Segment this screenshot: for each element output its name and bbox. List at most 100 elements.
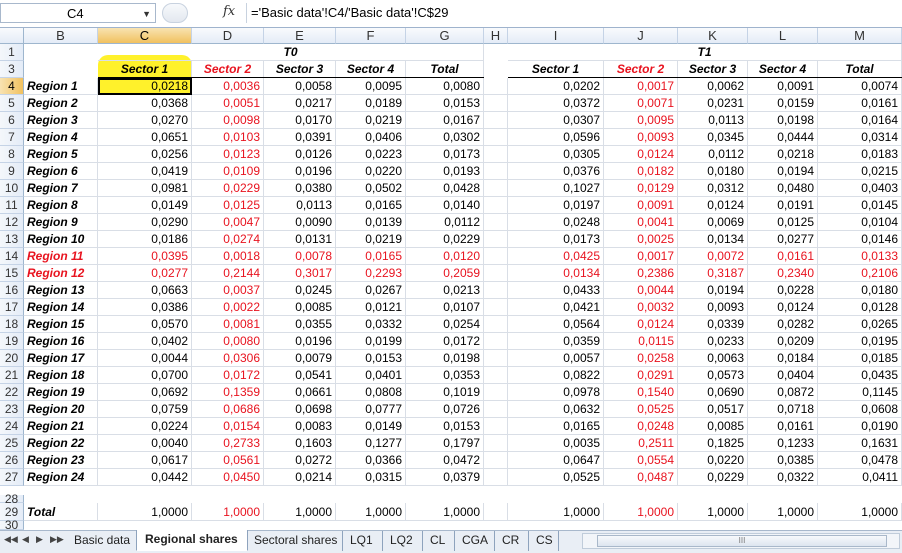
t0-cell-sector-3[interactable]: 0,0391 — [264, 129, 336, 146]
t1-cell-sector-5[interactable]: 0,0435 — [818, 367, 902, 384]
t0-cell-sector-3[interactable]: 0,0272 — [264, 452, 336, 469]
t0-cell-sector-2[interactable]: 0,0103 — [192, 129, 264, 146]
insert-function-icon[interactable]: fx — [223, 4, 236, 19]
t0-cell-sector-4[interactable]: 0,0189 — [336, 95, 406, 112]
t0-cell-sector-1[interactable]: 0,0981 — [98, 180, 192, 197]
t0-cell-sector-5[interactable]: 0,1019 — [406, 384, 484, 401]
row-header-2[interactable] — [0, 60, 24, 61]
t1-cell-sector-4[interactable]: 0,0198 — [748, 112, 818, 129]
t0-cell-sector-2[interactable]: 0,0080 — [192, 333, 264, 350]
t0-cell-sector-1[interactable]: 0,0617 — [98, 452, 192, 469]
t0-cell-sector-4[interactable]: 0,0165 — [336, 197, 406, 214]
t0-cell-sector-5[interactable]: 0,0254 — [406, 316, 484, 333]
t1-cell-sector-5[interactable]: 0,0164 — [818, 112, 902, 129]
column-header-d[interactable]: D — [192, 28, 264, 44]
t0-cell-sector-4[interactable]: 0,0502 — [336, 180, 406, 197]
sheet-tab-lq1[interactable]: LQ1 — [342, 531, 383, 551]
t1-cell-sector-3[interactable]: 0,0345 — [678, 129, 748, 146]
t1-cell-sector-2[interactable]: 0,0554 — [604, 452, 678, 469]
row-header-21[interactable]: 21 — [0, 367, 24, 384]
t1-cell-sector-4[interactable]: 0,0218 — [748, 146, 818, 163]
t1-cell-sector-3[interactable]: 0,0517 — [678, 401, 748, 418]
column-header-j[interactable]: J — [604, 28, 678, 44]
t1-cell-sector-2[interactable]: 0,0095 — [604, 112, 678, 129]
t1-cell-sector-5[interactable]: 0,0146 — [818, 231, 902, 248]
spacer-cell-h[interactable] — [484, 180, 508, 197]
spacer-cell-h[interactable] — [484, 418, 508, 435]
t1-cell-sector-3[interactable]: 0,0063 — [678, 350, 748, 367]
sheet-tab-regional-shares[interactable]: Regional shares — [136, 530, 248, 551]
select-all-corner[interactable] — [0, 28, 24, 44]
t0-cell-sector-5[interactable]: 0,0379 — [406, 469, 484, 486]
column-header-i[interactable]: I — [508, 28, 604, 44]
t1-cell-sector-1[interactable]: 0,0359 — [508, 333, 604, 350]
t0-cell-sector-2[interactable]: 0,0686 — [192, 401, 264, 418]
t0-cell-sector-3[interactable]: 0,0541 — [264, 367, 336, 384]
t0-cell-sector-1[interactable]: 0,0419 — [98, 163, 192, 180]
t0-cell-sector-1[interactable]: 0,0700 — [98, 367, 192, 384]
t1-cell-sector-2[interactable]: 1,0000 — [604, 503, 678, 521]
row-header-16[interactable]: 16 — [0, 282, 24, 299]
t0-cell-sector-4[interactable]: 0,0199 — [336, 333, 406, 350]
t1-cell-sector-5[interactable]: 0,1631 — [818, 435, 902, 452]
next-sheet-icon[interactable]: ▶ — [36, 534, 43, 544]
t0-cell-sector-5[interactable]: 0,0198 — [406, 350, 484, 367]
t0-cell-sector-3[interactable]: 0,0245 — [264, 282, 336, 299]
row-header-15[interactable]: 15 — [0, 265, 24, 282]
t0-cell-sector-4[interactable]: 0,0153 — [336, 350, 406, 367]
sheet-tab-cr[interactable]: CR — [494, 531, 529, 551]
column-header-b[interactable]: B — [24, 28, 98, 44]
t0-cell-sector-4[interactable]: 0,0223 — [336, 146, 406, 163]
t1-cell-sector-4[interactable]: 0,0159 — [748, 95, 818, 112]
t0-cell-sector-1[interactable]: 0,0044 — [98, 350, 192, 367]
horizontal-scrollbar[interactable]: III — [582, 533, 900, 549]
t0-cell-sector-1[interactable]: 0,0277 — [98, 265, 192, 282]
row-header-27[interactable]: 27 — [0, 469, 24, 486]
t0-cell-sector-2[interactable]: 0,2144 — [192, 265, 264, 282]
t1-cell-sector-5[interactable]: 0,2106 — [818, 265, 902, 282]
t0-cell-sector-2[interactable]: 0,0036 — [192, 78, 264, 95]
t1-cell-sector-5[interactable]: 0,0185 — [818, 350, 902, 367]
column-header-l[interactable]: L — [748, 28, 818, 44]
spacer-cell-h[interactable] — [484, 469, 508, 486]
t0-cell-sector-1[interactable]: 0,0270 — [98, 112, 192, 129]
t0-cell-sector-3[interactable]: 0,0090 — [264, 214, 336, 231]
t1-cell-sector-3[interactable]: 0,1825 — [678, 435, 748, 452]
t1-cell-sector-5[interactable]: 1,0000 — [818, 503, 902, 521]
t1-cell-sector-4[interactable]: 0,0385 — [748, 452, 818, 469]
t0-cell-sector-5[interactable]: 0,0112 — [406, 214, 484, 231]
spacer-cell-h[interactable] — [484, 367, 508, 384]
spacer-cell-h[interactable] — [484, 282, 508, 299]
t1-cell-sector-1[interactable]: 0,0202 — [508, 78, 604, 95]
t0-cell-sector-5[interactable]: 0,0173 — [406, 146, 484, 163]
t0-cell-sector-5[interactable]: 0,2059 — [406, 265, 484, 282]
t0-cell-sector-3[interactable]: 0,0217 — [264, 95, 336, 112]
t0-cell-sector-1[interactable]: 0,0570 — [98, 316, 192, 333]
t1-cell-sector-3[interactable]: 0,0113 — [678, 112, 748, 129]
column-header-c[interactable]: C — [98, 28, 192, 44]
row-header-9[interactable]: 9 — [0, 163, 24, 180]
row-header-5[interactable]: 5 — [0, 95, 24, 112]
t1-cell-sector-4[interactable]: 0,0161 — [748, 248, 818, 265]
t0-cell-sector-3[interactable]: 0,0058 — [264, 78, 336, 95]
row-header-22[interactable]: 22 — [0, 384, 24, 401]
sheet-tab-sectoral-shares[interactable]: Sectoral shares — [246, 531, 343, 551]
column-header-h[interactable]: H — [484, 28, 508, 44]
t1-cell-sector-5[interactable]: 0,0195 — [818, 333, 902, 350]
t1-cell-sector-4[interactable]: 0,0124 — [748, 299, 818, 316]
t0-cell-sector-5[interactable]: 0,0140 — [406, 197, 484, 214]
t1-cell-sector-2[interactable]: 0,0124 — [604, 146, 678, 163]
t1-cell-sector-2[interactable]: 0,0129 — [604, 180, 678, 197]
t1-cell-sector-5[interactable]: 0,0133 — [818, 248, 902, 265]
t1-cell-sector-5[interactable]: 0,0074 — [818, 78, 902, 95]
t0-cell-sector-2[interactable]: 0,0018 — [192, 248, 264, 265]
t0-cell-sector-4[interactable]: 0,0220 — [336, 163, 406, 180]
t0-cell-sector-5[interactable]: 0,0153 — [406, 418, 484, 435]
t0-cell-sector-5[interactable]: 0,0472 — [406, 452, 484, 469]
t1-cell-sector-4[interactable]: 0,0184 — [748, 350, 818, 367]
t1-cell-sector-4[interactable]: 0,0282 — [748, 316, 818, 333]
last-sheet-icon[interactable]: ▶▶ — [50, 534, 64, 544]
row-header-6[interactable]: 6 — [0, 112, 24, 129]
spacer-cell-h[interactable] — [484, 435, 508, 452]
spacer-cell-h[interactable] — [484, 350, 508, 367]
